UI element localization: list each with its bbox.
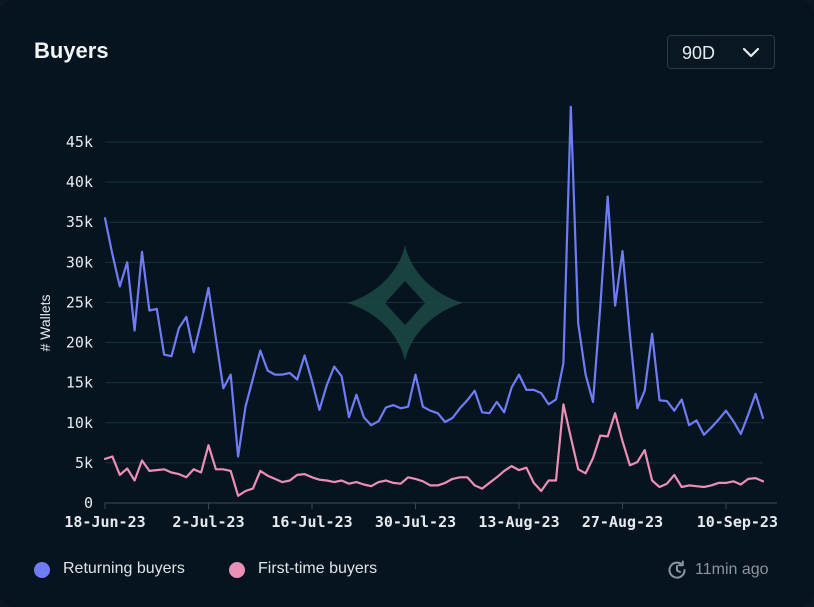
x-tick-label: 16-Jul-23 [271, 513, 352, 531]
chart-title: Buyers [34, 38, 109, 63]
legend-swatch-returning-buyers [34, 562, 50, 578]
y-axis-label: # Wallets [37, 294, 53, 351]
series-line-returning-buyers [103, 105, 765, 458]
legend-swatch-first-time-buyers [229, 562, 245, 578]
x-tick-label: 27-Aug-23 [582, 513, 663, 531]
y-tick-label: 25k [66, 293, 93, 311]
time-range-value: 90D [682, 43, 716, 63]
legend-label-first-time-buyers: First-time buyers [258, 560, 378, 577]
x-tick-label: 18-Jun-23 [64, 513, 145, 531]
y-tick-label: 45k [66, 133, 93, 151]
y-axis: 0 5k 10k 15k 20k 25k 30k 35k 40k 45k [66, 133, 93, 512]
y-tick-label: 40k [66, 173, 93, 191]
y-tick-label: 5k [75, 454, 93, 472]
chart-series [103, 105, 765, 497]
y-tick-label: 0 [84, 494, 93, 512]
x-axis: 18-Jun-23 2-Jul-23 16-Jul-23 30-Jul-23 13-Au… [64, 502, 778, 531]
x-tick-label: 30-Jul-23 [375, 513, 456, 531]
chevron-down-icon [742, 47, 760, 58]
x-tick-label: 10-Sep-23 [697, 513, 778, 531]
y-tick-label: 15k [66, 374, 93, 392]
watermark-logo-icon [347, 245, 463, 361]
y-tick-label: 35k [66, 213, 93, 231]
refresh-clock-icon [668, 560, 686, 579]
series-line-first-time-buyers [103, 403, 765, 497]
y-tick-label: 30k [66, 253, 93, 271]
chart-grid [105, 141, 763, 504]
last-updated-text: 11min ago [695, 561, 769, 578]
y-tick-label: 10k [66, 414, 93, 432]
x-tick-label: 13-Aug-23 [478, 513, 559, 531]
time-range-dropdown[interactable]: 90D [667, 35, 775, 69]
y-tick-label: 20k [66, 334, 93, 352]
x-tick-label: 2-Jul-23 [172, 513, 244, 531]
legend-label-returning-buyers: Returning buyers [63, 560, 185, 577]
